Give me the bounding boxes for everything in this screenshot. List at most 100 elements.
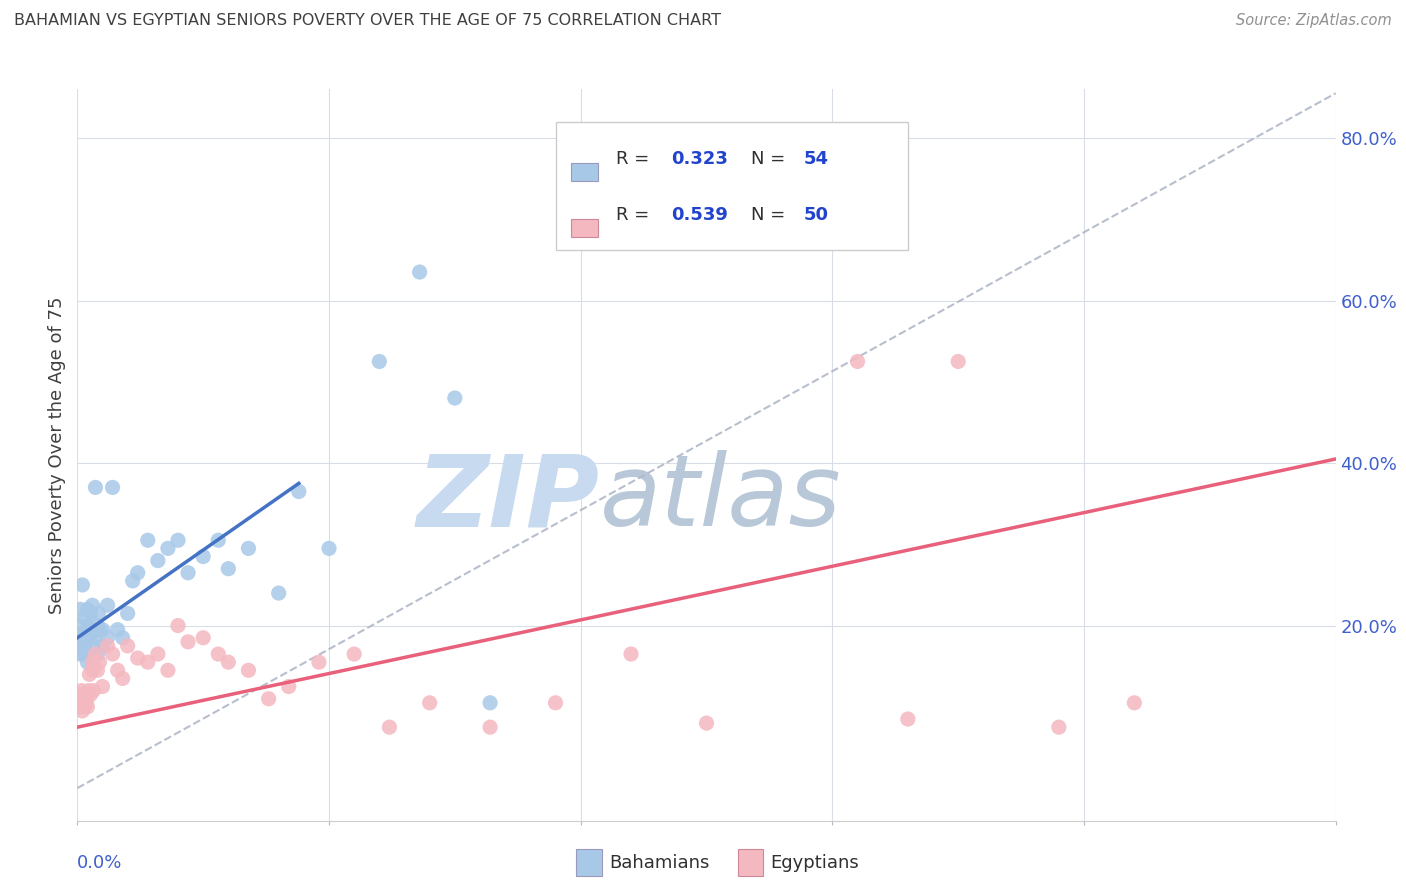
Point [117, 639, 139, 653]
Point [67, 688, 90, 702]
Point [82, 655, 104, 669]
Point [177, 635, 200, 649]
Text: 0.0%: 0.0% [77, 854, 122, 871]
Point [82, 663, 104, 677]
Point [288, 484, 311, 499]
Text: R =: R = [616, 150, 655, 168]
Point [67, 696, 90, 710]
Point [67, 639, 90, 653]
Point [948, 354, 970, 368]
Point [238, 541, 260, 556]
Point [696, 716, 718, 731]
Point [111, 631, 134, 645]
Point [69, 602, 91, 616]
Text: atlas: atlas [599, 450, 841, 548]
Point [79, 607, 101, 621]
Point [318, 541, 340, 556]
Point [77, 631, 100, 645]
Point [444, 391, 467, 405]
Point [308, 655, 330, 669]
Point [136, 655, 159, 669]
Text: ZIP: ZIP [416, 450, 599, 548]
Point [217, 655, 239, 669]
Point [117, 607, 139, 621]
Point [69, 699, 91, 714]
Point [79, 623, 101, 637]
Point [83, 631, 105, 645]
Text: 50: 50 [803, 206, 828, 224]
Point [86, 663, 108, 677]
Point [156, 663, 179, 677]
Text: Source: ZipAtlas.com: Source: ZipAtlas.com [1236, 13, 1392, 29]
Point [79, 667, 101, 681]
Point [89, 655, 111, 669]
Point [846, 354, 869, 368]
Point [73, 610, 96, 624]
Point [77, 683, 100, 698]
Point [217, 562, 239, 576]
Point [1047, 720, 1070, 734]
Point [408, 265, 430, 279]
Point [75, 626, 97, 640]
Point [86, 618, 108, 632]
Point [111, 672, 134, 686]
Point [84, 647, 107, 661]
Point [96, 599, 118, 613]
Point [72, 691, 94, 706]
Point [70, 683, 93, 698]
Text: N =: N = [751, 150, 790, 168]
Point [72, 704, 94, 718]
Point [127, 651, 149, 665]
Point [257, 691, 280, 706]
Point [167, 533, 190, 548]
Point [79, 688, 101, 702]
Point [76, 602, 98, 616]
Point [89, 623, 111, 637]
Point [91, 639, 114, 653]
Point [72, 578, 94, 592]
Point [87, 607, 110, 621]
Point [1123, 696, 1146, 710]
Point [343, 647, 366, 661]
Point [146, 553, 169, 567]
Point [82, 639, 104, 653]
Point [84, 480, 107, 494]
Point [207, 647, 229, 661]
FancyBboxPatch shape [571, 219, 599, 237]
Y-axis label: Seniors Poverty Over the Age of 75: Seniors Poverty Over the Age of 75 [48, 296, 66, 614]
Point [191, 631, 215, 645]
Point [86, 647, 108, 661]
Point [96, 639, 118, 653]
Point [101, 480, 124, 494]
Point [72, 626, 94, 640]
Text: 54: 54 [803, 150, 828, 168]
Point [67, 618, 90, 632]
Point [91, 680, 114, 694]
FancyBboxPatch shape [571, 163, 599, 180]
Point [238, 663, 260, 677]
Point [73, 639, 96, 653]
Point [107, 663, 129, 677]
Point [544, 696, 567, 710]
Point [91, 623, 114, 637]
Point [76, 655, 98, 669]
Point [177, 566, 200, 580]
Point [156, 541, 179, 556]
Text: BAHAMIAN VS EGYPTIAN SENIORS POVERTY OVER THE AGE OF 75 CORRELATION CHART: BAHAMIAN VS EGYPTIAN SENIORS POVERTY OVE… [14, 13, 721, 29]
Point [107, 623, 129, 637]
Point [620, 647, 643, 661]
Point [897, 712, 920, 726]
Point [75, 688, 97, 702]
Point [191, 549, 215, 564]
Point [146, 647, 169, 661]
Point [96, 631, 118, 645]
Point [479, 720, 502, 734]
Text: Bahamians: Bahamians [609, 854, 709, 871]
Text: 0.539: 0.539 [671, 206, 728, 224]
Point [101, 647, 124, 661]
Point [69, 647, 91, 661]
Point [82, 683, 104, 698]
Text: N =: N = [751, 206, 790, 224]
Point [73, 699, 96, 714]
Text: Egyptians: Egyptians [770, 854, 859, 871]
